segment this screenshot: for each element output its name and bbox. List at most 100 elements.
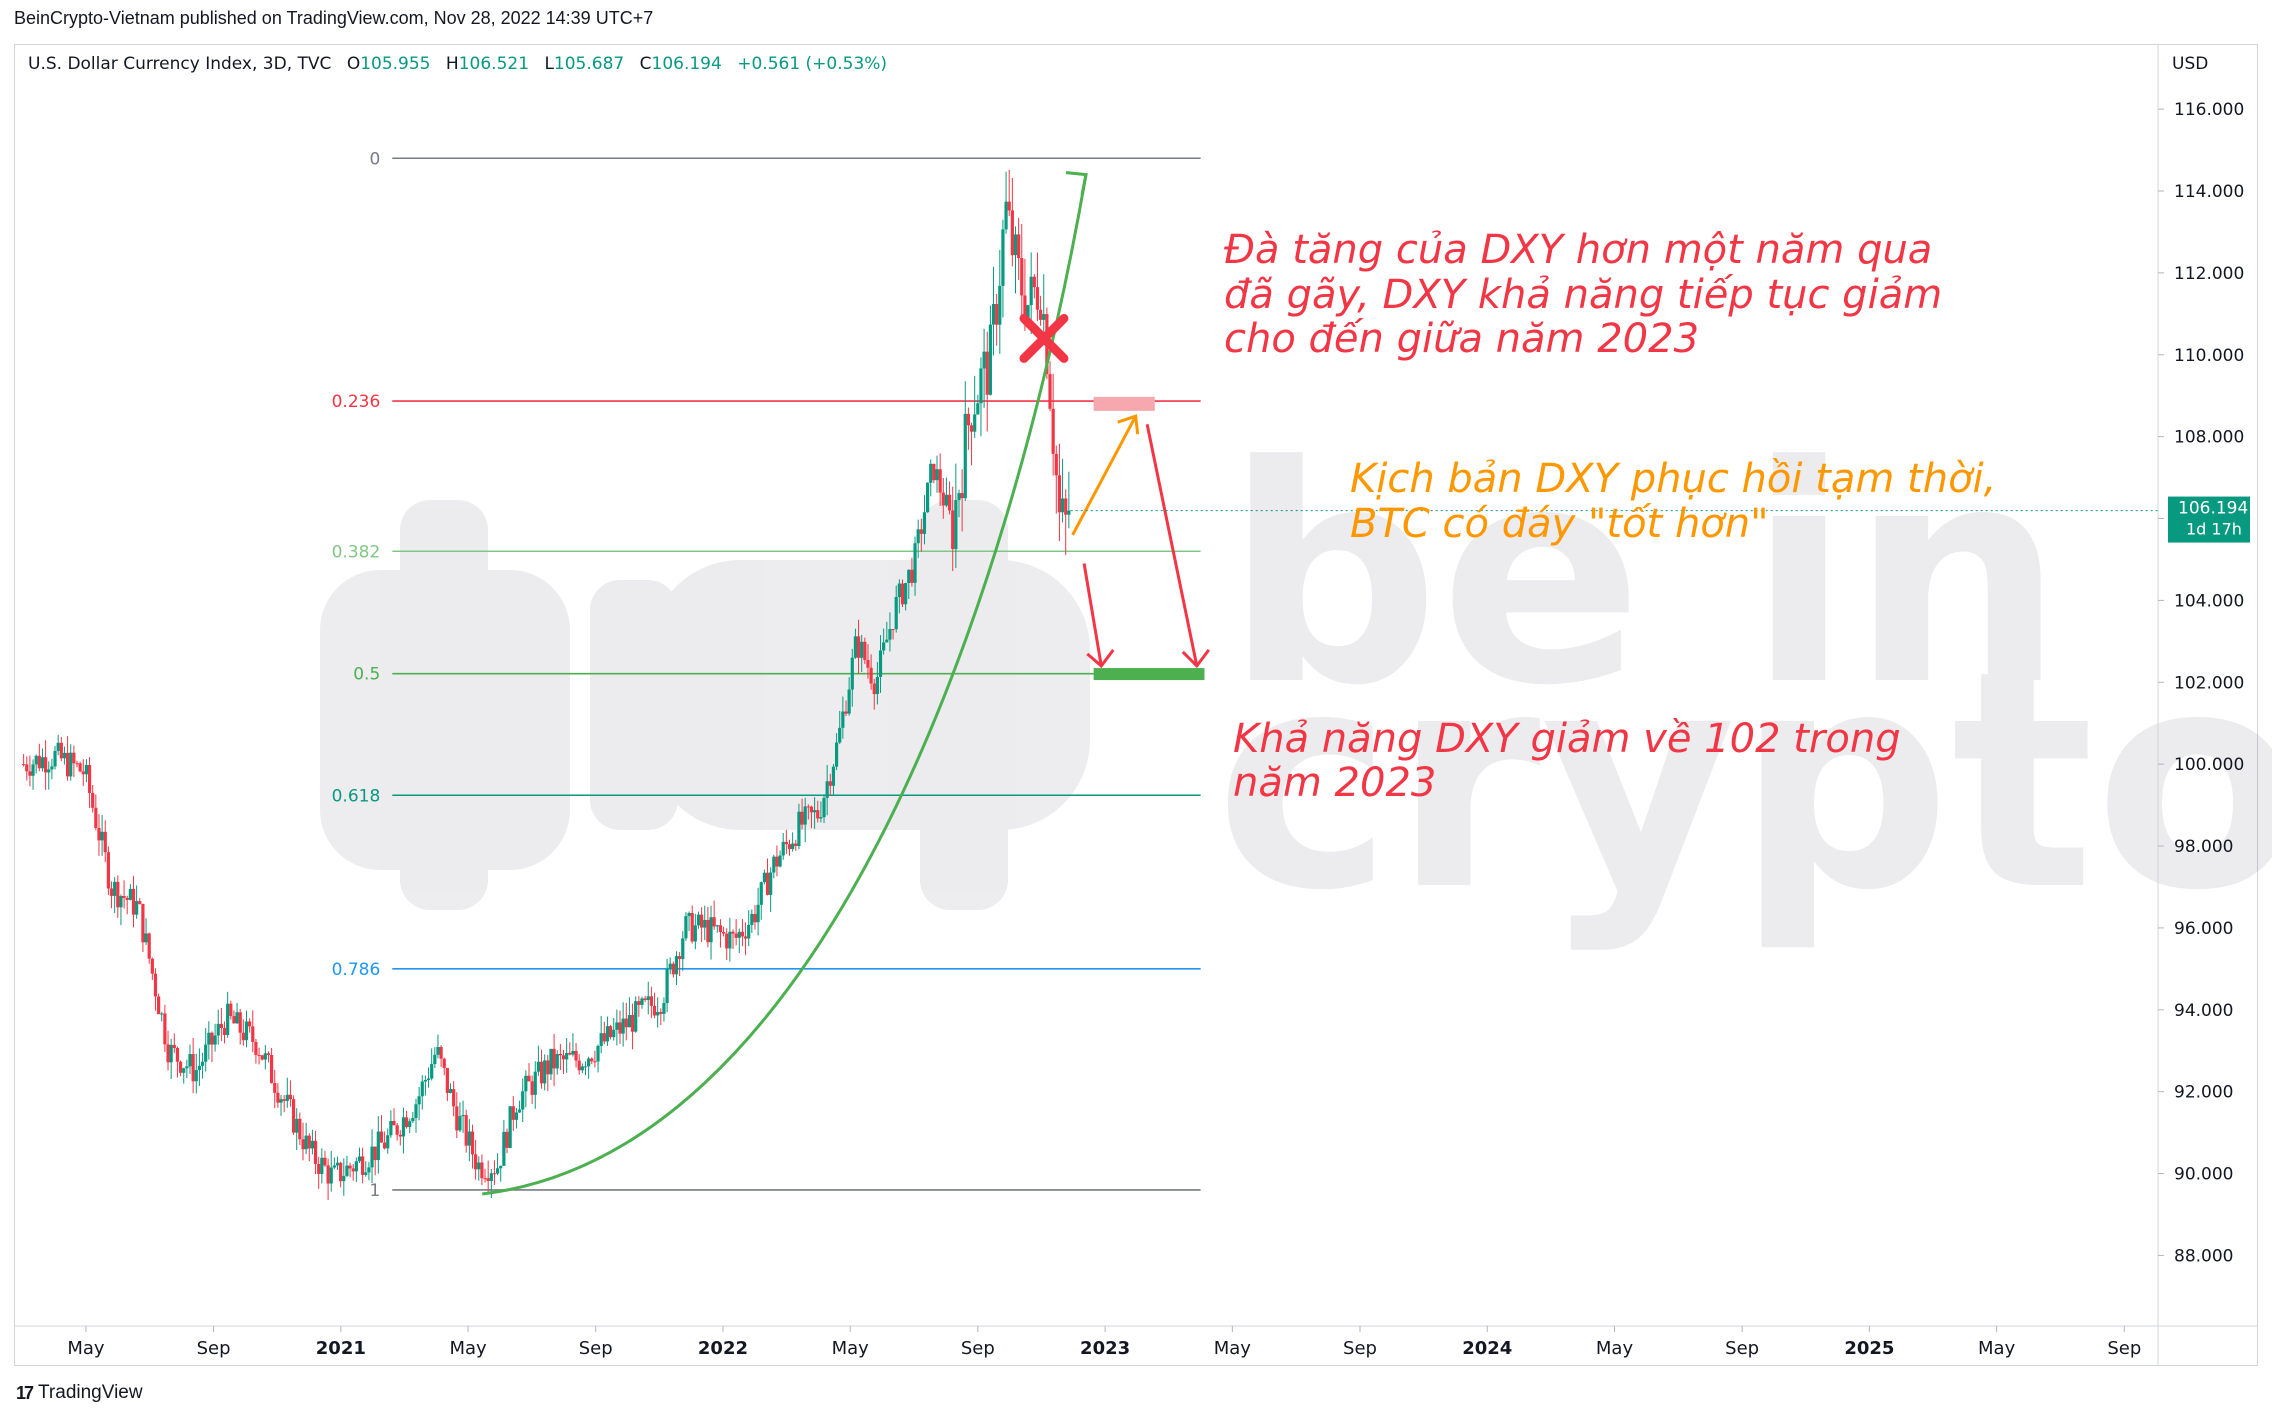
candle-body: [87, 764, 92, 793]
candle-body: [756, 904, 760, 923]
candle-body: [897, 583, 901, 598]
candle-body: [627, 1014, 632, 1028]
candle-body: [216, 1023, 220, 1036]
time-tick-label: Sep: [197, 1338, 231, 1359]
candle-body: [210, 1032, 214, 1045]
chart-legend: U.S. Dollar Currency Index, 3D, TVC O105…: [28, 54, 887, 74]
time-tick-label: Sep: [1725, 1338, 1759, 1359]
recovery-arrow[interactable]: [1071, 415, 1138, 536]
candle-body: [913, 543, 917, 583]
annotation-main[interactable]: Đà tăng của DXY hơn một năm qua đã gãy, …: [1224, 227, 1942, 362]
candle-body: [257, 1054, 261, 1056]
candle-body: [499, 1165, 503, 1169]
drawings[interactable]: [482, 171, 2158, 1196]
candle-body: [615, 1022, 619, 1030]
candle-body: [712, 917, 716, 927]
candle-body: [1013, 234, 1018, 256]
candle-body: [291, 1099, 296, 1133]
price-tick-label: 94.000: [2174, 1001, 2233, 1021]
candle-body: [320, 1157, 324, 1174]
candle-body: [166, 1044, 170, 1063]
candle-body: [442, 1058, 446, 1068]
legend-change: +0.561 (+0.53%): [737, 54, 888, 74]
candle-body: [659, 1012, 663, 1014]
candle-body: [495, 1168, 500, 1174]
candle-body: [304, 1135, 308, 1150]
candle-body: [157, 996, 161, 1015]
candle-body: [420, 1081, 424, 1097]
candle-body: [643, 998, 647, 1000]
candle-body: [539, 1061, 544, 1084]
candle-body: [367, 1167, 371, 1173]
candle-body: [28, 771, 32, 776]
candle-body: [634, 1001, 638, 1032]
candle-body: [414, 1104, 418, 1118]
candle-body: [524, 1075, 528, 1092]
candle-body: [819, 817, 823, 819]
decline-arrow[interactable]: [1145, 424, 1199, 667]
candle-body: [558, 1053, 562, 1056]
recovery-arrow-head: [1117, 414, 1140, 435]
candle-body: [715, 925, 719, 927]
candle-body: [445, 1067, 449, 1093]
candle-body: [194, 1070, 198, 1082]
price-axis[interactable]: 88.00090.00092.00094.00096.00098.000100.…: [14, 44, 2258, 1366]
candle-body: [122, 896, 126, 898]
candle-body: [502, 1131, 506, 1166]
direct-decline-arrow[interactable]: [1082, 563, 1103, 667]
recovery-zone[interactable]: [1093, 396, 1155, 411]
candle-body: [979, 368, 983, 404]
candle-body: [831, 766, 836, 786]
candle-body: [863, 641, 867, 661]
candle-body: [295, 1118, 299, 1133]
legend-low-label: L: [544, 54, 554, 74]
candle-body: [536, 1061, 540, 1072]
candle-body: [637, 1001, 641, 1005]
candle-body: [423, 1079, 428, 1082]
candle-body: [941, 492, 945, 506]
watermark-logo-part: [400, 500, 488, 910]
direct-decline-arrow-head: [1086, 648, 1115, 669]
annotation-target[interactable]: Khả năng DXY giảm về 102 trong năm 2023: [1233, 716, 1901, 806]
candle-body: [1042, 314, 1046, 320]
candle-body: [317, 1163, 321, 1174]
uptrend-curve[interactable]: [482, 174, 1088, 1196]
candle-body: [517, 1109, 522, 1113]
candle-body: [37, 755, 41, 769]
candle-body: [1048, 374, 1052, 409]
candle-body: [850, 657, 854, 690]
time-tick-label: 2024: [1462, 1338, 1512, 1359]
candle-body: [219, 1023, 223, 1029]
candle-body: [433, 1054, 437, 1064]
candle-body: [100, 831, 104, 841]
candle-body: [47, 769, 51, 773]
decline-arrow-head: [1181, 648, 1211, 669]
candle-body: [596, 1045, 600, 1062]
candle-body: [131, 888, 136, 915]
candle-body: [50, 766, 54, 770]
candle-body: [138, 901, 142, 904]
candle-body: [436, 1047, 440, 1055]
fib-level-label: 0.236: [332, 392, 381, 412]
footer-brand[interactable]: 17 TradingView: [16, 1382, 143, 1404]
tradingview-logo-icon: 17: [16, 1382, 34, 1403]
candle-body: [361, 1156, 365, 1175]
candle-body: [794, 843, 798, 847]
candle-body: [922, 512, 927, 534]
time-tick-label: May: [67, 1338, 105, 1359]
candle-body: [229, 1003, 233, 1017]
candle-body: [753, 913, 757, 923]
candle-body: [395, 1125, 399, 1135]
candle-body: [226, 1003, 230, 1035]
candle-body: [128, 888, 132, 900]
time-axis[interactable]: May Sep 2021 May Sep 2022 May Sep 2023 May Sep 2024…: [67, 1326, 2141, 1359]
candle-body: [825, 781, 829, 798]
annotation-recovery[interactable]: Kịch bản DXY phục hồi tạm thời, BTC có đ…: [1350, 456, 1996, 547]
candle-body: [571, 1050, 575, 1055]
candle-body: [282, 1099, 286, 1101]
candle-body: [888, 629, 892, 640]
candle-body: [521, 1091, 525, 1110]
target-zone[interactable]: [1093, 668, 1205, 681]
candle-body: [505, 1131, 509, 1148]
